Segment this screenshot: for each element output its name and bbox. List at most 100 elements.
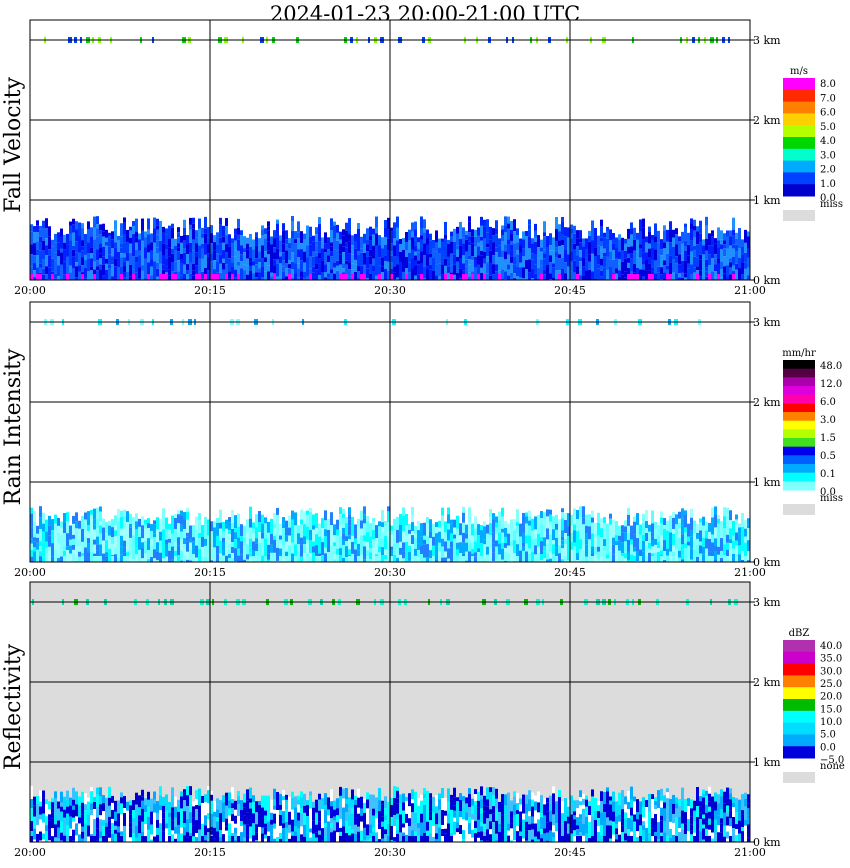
- echo-cell: [90, 551, 93, 562]
- echo-cell: [237, 227, 240, 235]
- echo-cell: [459, 800, 462, 812]
- echo-cell: [492, 274, 495, 280]
- echo-cell: [747, 794, 750, 804]
- echo-cell: [501, 532, 504, 543]
- echo-cell: [495, 798, 498, 809]
- echo-cell: [663, 529, 666, 541]
- echo-cell: [600, 812, 603, 826]
- echo-cell: [459, 542, 462, 554]
- echo-cell: [39, 517, 42, 530]
- echo-cell: [147, 559, 150, 562]
- echo-cell: [405, 551, 408, 562]
- echo-cell: [426, 795, 429, 809]
- echo-cell: [603, 551, 606, 559]
- echo-cell: [270, 272, 273, 277]
- echo-cell: [327, 821, 330, 834]
- echo-cell: [42, 531, 45, 543]
- echo-cell: [456, 542, 459, 550]
- echo-cell: [666, 819, 669, 831]
- echo-cell: [654, 801, 657, 806]
- echo-cell: [591, 546, 594, 554]
- echo-cell: [492, 242, 495, 256]
- echo-cell: [45, 274, 48, 280]
- echo-cell: [108, 246, 111, 255]
- echo-cell: [216, 831, 219, 839]
- echo-cell: [423, 255, 426, 267]
- echo-cell: [279, 256, 282, 264]
- echo-cell: [483, 251, 486, 259]
- echo-cell: [120, 792, 123, 798]
- echo-cell: [96, 216, 99, 225]
- echo-cell: [282, 539, 285, 546]
- echo-cell: [177, 537, 180, 546]
- echo-cell: [456, 839, 459, 842]
- surface-cell: [120, 274, 123, 280]
- echo-cell: [552, 267, 555, 278]
- echo-cell: [87, 814, 90, 826]
- surface-cell: [645, 556, 648, 562]
- echo-cell: [654, 538, 657, 545]
- echo-cell: [336, 535, 339, 549]
- echo-cell: [534, 538, 537, 546]
- echo-cell: [462, 255, 465, 264]
- echo-cell: [171, 533, 174, 547]
- echo-cell: [114, 247, 117, 259]
- echo-cell: [438, 520, 441, 528]
- colorbar-label: 8.0: [820, 79, 836, 90]
- echo-cell: [570, 549, 573, 562]
- echo-cell: [402, 253, 405, 266]
- echo-cell: [324, 232, 327, 244]
- echo-cell: [171, 807, 174, 812]
- echo-cell: [690, 517, 693, 531]
- echo-cell: [252, 541, 255, 551]
- echo-cell: [501, 516, 504, 529]
- echo-cell: [156, 276, 159, 280]
- echo-cell: [558, 789, 561, 797]
- echo-cell: [108, 829, 111, 838]
- echo-cell: [483, 811, 486, 824]
- echo-cell: [612, 801, 615, 812]
- echo-cell: [678, 273, 681, 278]
- echo-cell: [525, 794, 528, 804]
- echo-cell: [714, 551, 717, 560]
- echo-cell: [633, 250, 636, 264]
- echo-cell: [66, 512, 69, 522]
- echo-cell: [369, 256, 372, 265]
- echo-cell: [198, 533, 201, 539]
- echo-cell: [552, 263, 555, 268]
- echo-cell: [219, 217, 222, 225]
- echo-cell: [555, 529, 558, 538]
- surface-cell: [606, 836, 609, 842]
- echo-cell: [591, 828, 594, 842]
- echo-cell: [240, 832, 243, 841]
- echo-cell: [90, 522, 93, 530]
- echo-cell: [633, 227, 636, 240]
- echo-cell: [546, 521, 549, 529]
- echo-cell: [249, 538, 252, 548]
- echo-cell: [471, 243, 474, 257]
- echo-cell: [741, 512, 744, 519]
- echo-cell: [573, 530, 576, 543]
- echo-cell: [441, 238, 444, 243]
- echo-cell: [495, 540, 498, 547]
- echo-cell: [723, 516, 726, 522]
- echo-cell: [162, 818, 165, 832]
- echo-cell: [468, 817, 471, 824]
- echo-cell: [459, 268, 462, 278]
- colorbar-label: 1.0: [820, 179, 836, 190]
- echo-cell: [81, 223, 84, 229]
- echo-cell: [684, 250, 687, 261]
- echo-cell: [219, 243, 222, 255]
- surface-cell: [735, 556, 738, 562]
- echo-cell: [381, 532, 384, 539]
- echo-cell: [285, 250, 288, 264]
- echo-cell: [441, 242, 444, 252]
- echo-cell: [465, 266, 468, 278]
- echo-cell: [222, 522, 225, 532]
- echo-cell: [444, 551, 447, 558]
- echo-cell: [447, 788, 450, 802]
- echo-cell: [285, 535, 288, 542]
- echo-cell: [30, 538, 33, 544]
- echo-cell: [225, 792, 228, 806]
- echo-cell: [582, 556, 585, 562]
